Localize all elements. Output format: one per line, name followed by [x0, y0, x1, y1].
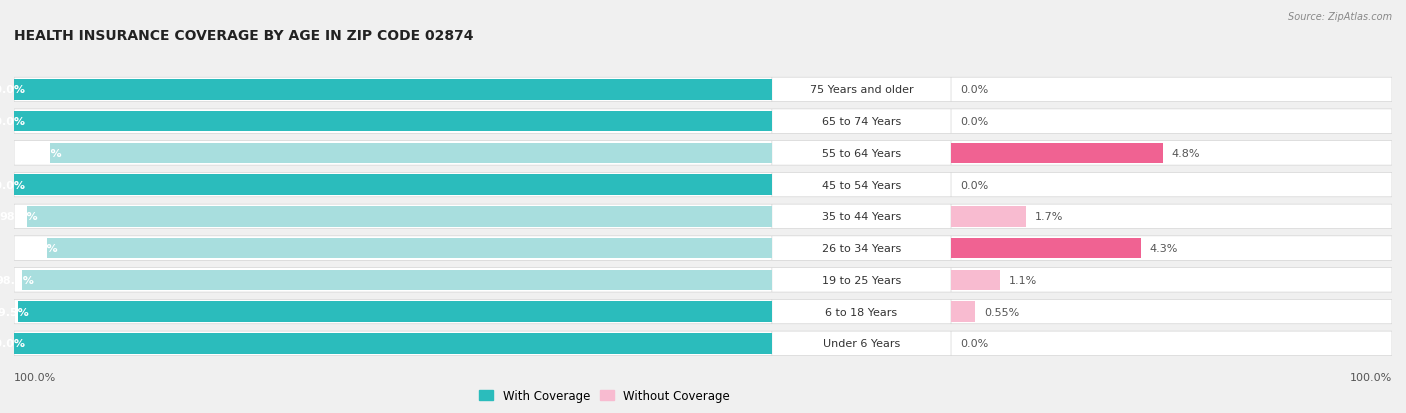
- Text: 99.5%: 99.5%: [0, 307, 30, 317]
- FancyBboxPatch shape: [772, 109, 950, 134]
- FancyBboxPatch shape: [772, 331, 950, 356]
- FancyBboxPatch shape: [14, 109, 772, 134]
- FancyBboxPatch shape: [950, 173, 1392, 197]
- FancyBboxPatch shape: [950, 204, 1392, 229]
- FancyBboxPatch shape: [772, 299, 950, 324]
- Bar: [46, 238, 772, 259]
- Text: 1.7%: 1.7%: [1035, 212, 1063, 222]
- Text: 0.0%: 0.0%: [960, 85, 988, 95]
- Bar: [14, 333, 772, 354]
- Bar: [950, 270, 1000, 290]
- FancyBboxPatch shape: [950, 141, 1392, 166]
- Text: Source: ZipAtlas.com: Source: ZipAtlas.com: [1288, 12, 1392, 22]
- Text: 0.0%: 0.0%: [960, 180, 988, 190]
- Text: 95.7%: 95.7%: [20, 244, 58, 254]
- FancyBboxPatch shape: [772, 204, 950, 229]
- Text: 0.0%: 0.0%: [960, 339, 988, 349]
- FancyBboxPatch shape: [772, 141, 950, 166]
- Text: 100.0%: 100.0%: [0, 339, 25, 349]
- FancyBboxPatch shape: [772, 78, 950, 102]
- FancyBboxPatch shape: [950, 236, 1392, 261]
- Text: 0.55%: 0.55%: [984, 307, 1019, 317]
- Bar: [950, 206, 1026, 227]
- Text: 98.3%: 98.3%: [0, 212, 38, 222]
- FancyBboxPatch shape: [950, 268, 1392, 292]
- Text: 100.0%: 100.0%: [0, 85, 25, 95]
- Text: HEALTH INSURANCE COVERAGE BY AGE IN ZIP CODE 02874: HEALTH INSURANCE COVERAGE BY AGE IN ZIP …: [14, 29, 474, 43]
- Text: 4.8%: 4.8%: [1171, 149, 1199, 159]
- FancyBboxPatch shape: [772, 236, 950, 261]
- Bar: [950, 301, 976, 322]
- Text: 0.0%: 0.0%: [960, 117, 988, 127]
- Text: 4.3%: 4.3%: [1150, 244, 1178, 254]
- Bar: [18, 301, 772, 322]
- Text: Under 6 Years: Under 6 Years: [823, 339, 900, 349]
- Text: 98.9%: 98.9%: [0, 275, 34, 285]
- FancyBboxPatch shape: [14, 331, 772, 356]
- Legend: With Coverage, Without Coverage: With Coverage, Without Coverage: [474, 385, 735, 407]
- Text: 95.2%: 95.2%: [22, 149, 62, 159]
- FancyBboxPatch shape: [14, 173, 772, 197]
- Text: 65 to 74 Years: 65 to 74 Years: [823, 117, 901, 127]
- Text: 100.0%: 100.0%: [14, 372, 56, 382]
- Text: 100.0%: 100.0%: [0, 117, 25, 127]
- FancyBboxPatch shape: [14, 204, 772, 229]
- FancyBboxPatch shape: [772, 268, 950, 292]
- FancyBboxPatch shape: [950, 331, 1392, 356]
- FancyBboxPatch shape: [950, 109, 1392, 134]
- Bar: [14, 175, 772, 195]
- Text: 19 to 25 Years: 19 to 25 Years: [823, 275, 901, 285]
- FancyBboxPatch shape: [14, 268, 772, 292]
- Bar: [51, 143, 772, 164]
- Bar: [950, 238, 1140, 259]
- FancyBboxPatch shape: [14, 78, 772, 102]
- Text: 26 to 34 Years: 26 to 34 Years: [823, 244, 901, 254]
- FancyBboxPatch shape: [772, 173, 950, 197]
- Text: 75 Years and older: 75 Years and older: [810, 85, 914, 95]
- Bar: [14, 80, 772, 100]
- Bar: [22, 270, 772, 290]
- FancyBboxPatch shape: [14, 299, 772, 324]
- FancyBboxPatch shape: [14, 141, 772, 166]
- Bar: [14, 112, 772, 132]
- FancyBboxPatch shape: [950, 78, 1392, 102]
- Text: 1.1%: 1.1%: [1008, 275, 1036, 285]
- FancyBboxPatch shape: [950, 299, 1392, 324]
- Bar: [27, 206, 772, 227]
- Text: 45 to 54 Years: 45 to 54 Years: [823, 180, 901, 190]
- Text: 35 to 44 Years: 35 to 44 Years: [823, 212, 901, 222]
- Text: 100.0%: 100.0%: [0, 180, 25, 190]
- Text: 55 to 64 Years: 55 to 64 Years: [823, 149, 901, 159]
- Text: 100.0%: 100.0%: [1350, 372, 1392, 382]
- Text: 6 to 18 Years: 6 to 18 Years: [825, 307, 897, 317]
- FancyBboxPatch shape: [14, 236, 772, 261]
- Bar: [950, 143, 1163, 164]
